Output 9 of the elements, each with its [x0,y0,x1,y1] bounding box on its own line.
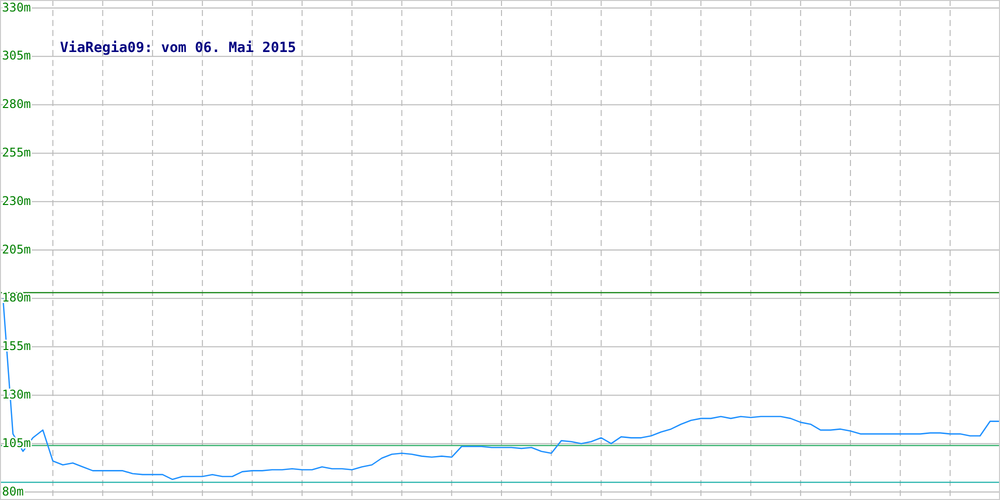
y-tick-label: 305m [2,48,31,63]
y-tick-label: 180m [2,290,31,305]
y-tick-label: 80m [2,484,24,498]
y-tick-label: 330m [2,0,31,14]
y-tick-label: 205m [2,242,31,256]
y-tick-label: 280m [2,97,31,112]
text: ViaRegia09: vom 06. Mai 2015 [60,40,296,56]
y-tick-label: 255m [2,145,31,160]
y-tick-label: 230m [2,194,31,208]
